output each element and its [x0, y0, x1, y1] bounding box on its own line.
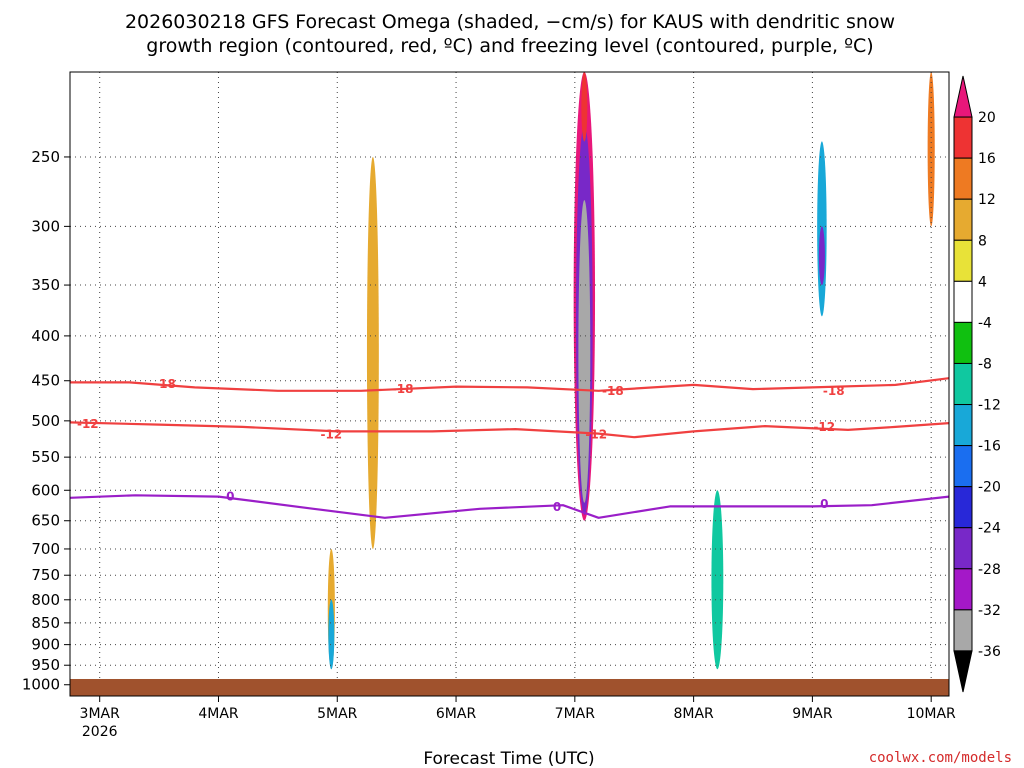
colorbar-label: 16: [978, 151, 996, 167]
x-year-label: 2026: [82, 724, 118, 740]
contour-label: -12: [813, 420, 835, 434]
omega-feature-9: [711, 490, 724, 670]
omega-feature-6: [328, 599, 335, 670]
y-tick-label: 950: [31, 656, 60, 674]
contour-line--18: [70, 377, 949, 392]
colorbar-segment: [953, 486, 973, 529]
omega-feature-3: [581, 72, 588, 142]
x-tick-label: 5MAR: [317, 706, 358, 722]
omega-feature-8: [818, 226, 825, 286]
plot-area: [70, 72, 949, 696]
colorbar-segment: [953, 527, 973, 570]
grid-lines: [70, 72, 949, 696]
x-tick-label: 4MAR: [198, 706, 239, 722]
contour-label: -12: [77, 417, 99, 431]
chart-title-line-1: 2026030218 GFS Forecast Omega (shaded, −…: [125, 11, 895, 33]
colorbar-label: 8: [978, 233, 987, 249]
y-tick-label: 450: [31, 372, 60, 390]
omega-shading: [327, 72, 935, 670]
contour-label: -18: [392, 382, 414, 396]
y-tick-label: 400: [31, 327, 60, 345]
chart-title-line-2: growth region (contoured, red, ºC) and f…: [146, 35, 873, 57]
contour-label: 0: [820, 497, 828, 511]
plot-border: [69, 71, 950, 697]
colorbar-label: 20: [978, 110, 996, 126]
omega-feature-4: [366, 156, 379, 549]
contour-line-0: [70, 494, 949, 519]
contour-label: -18: [823, 384, 845, 398]
x-tick-label: 9MAR: [792, 706, 833, 722]
contour-labels: -18 -18 -18 -18 -12 -12 -12 -12 0 0 0: [77, 377, 845, 514]
omega-feature-2: [578, 200, 591, 503]
y-tick-label: 500: [31, 412, 60, 430]
x-tick-label: 10MAR: [907, 706, 956, 722]
colorbar-label: -16: [978, 439, 1001, 455]
x-tick-label: 6MAR: [436, 706, 477, 722]
colorbar-label: -32: [978, 603, 1001, 619]
colorbar-segment: [953, 321, 973, 364]
colorbar-arrow-bottom: [953, 650, 973, 693]
y-tick-label: 750: [31, 566, 60, 584]
y-tick-label: 1000: [22, 676, 60, 694]
colorbar-segment: [953, 280, 973, 323]
contour-label: -12: [585, 427, 607, 441]
colorbar-segment: [953, 609, 973, 652]
colorbar-segment: [953, 445, 973, 488]
colorbar-label: -4: [978, 315, 992, 331]
x-tick-label: 3MAR: [80, 706, 121, 722]
colorbar-label: 4: [978, 274, 987, 290]
colorbar-label: -28: [978, 562, 1001, 578]
colorbar-arrow-top: [953, 75, 973, 118]
colorbar-label: 12: [978, 192, 996, 208]
y-tick-label: 650: [31, 512, 60, 530]
credit-text[interactable]: coolwx.com/models: [869, 750, 1012, 766]
y-tick-label: 600: [31, 481, 60, 499]
contour-line--12: [70, 421, 949, 439]
colorbar-segment: [953, 568, 973, 611]
colorbar-label: -8: [978, 356, 992, 372]
y-tick-label: 300: [31, 217, 60, 235]
colorbar-segment: [953, 362, 973, 406]
x-axis-title: Forecast Time (UTC): [423, 749, 594, 768]
colorbar-segment: [953, 157, 973, 200]
y-tick-label: 800: [31, 591, 60, 609]
contour-label: -18: [602, 384, 624, 398]
contour-label: 0: [226, 490, 234, 504]
omega-feature-10: [927, 72, 935, 227]
contour-lines: [70, 377, 949, 519]
y-tick-label: 250: [31, 148, 60, 166]
colorbar-label: -36: [978, 644, 1001, 660]
colorbar-label: -12: [978, 398, 1001, 414]
y-tick-label: 850: [31, 614, 60, 632]
y-axis: 250 300 350 400 450 500 550 600 650 700 750 800 850 9…: [22, 148, 70, 694]
contour-label: -12: [320, 427, 342, 441]
colorbar-label: -24: [978, 521, 1001, 537]
colorbar-segment: [953, 239, 973, 282]
y-tick-label: 700: [31, 540, 60, 558]
colorbar-segment: [953, 404, 973, 447]
x-axis: 3MAR 4MAR 5MAR 6MAR 7MAR 8MAR 9MAR 10MAR 2026: [80, 696, 956, 740]
colorbar-segment: [953, 198, 973, 241]
y-tick-label: 550: [31, 448, 60, 466]
contour-label: 0: [553, 500, 561, 514]
x-tick-label: 7MAR: [555, 706, 596, 722]
ground-below-surface: [70, 678, 949, 696]
colorbar: 20 16 12 8 4 -4 -8 -12 -16 -20 -24 -28 -32 -36: [953, 75, 1001, 693]
colorbar-label: -20: [978, 480, 1001, 496]
colorbar-segment: [953, 116, 973, 159]
x-tick-label: 8MAR: [673, 706, 714, 722]
y-tick-label: 900: [31, 636, 60, 654]
y-tick-label: 350: [31, 276, 60, 294]
contour-label: -18: [154, 377, 176, 391]
